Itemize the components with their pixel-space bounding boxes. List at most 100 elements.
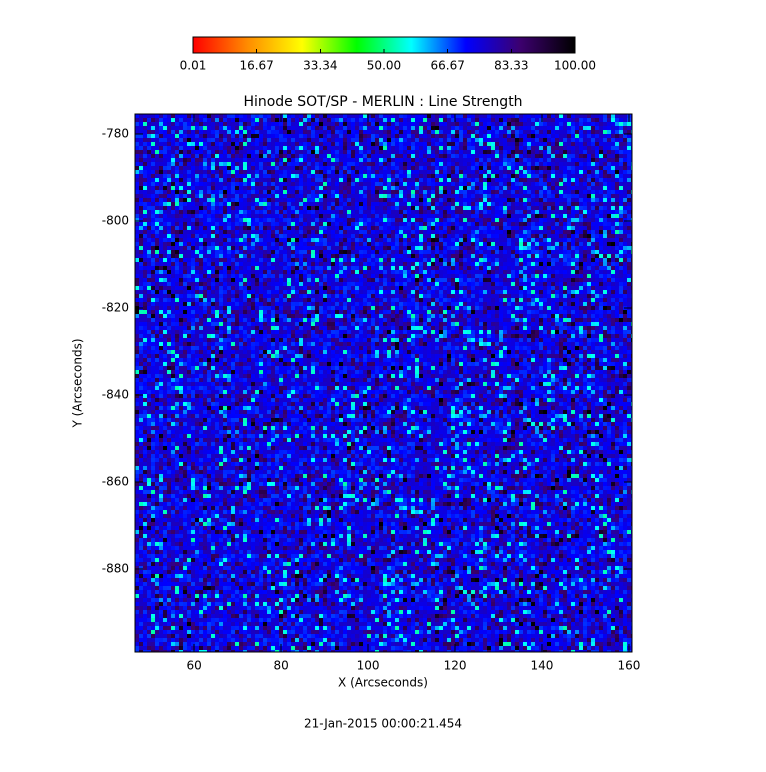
image-cell	[339, 162, 343, 166]
image-cell	[183, 214, 187, 218]
image-cell	[263, 218, 267, 222]
image-cell	[247, 194, 251, 198]
image-cell	[303, 182, 307, 186]
image-cell	[371, 242, 375, 246]
image-cell	[351, 146, 355, 150]
image-cell	[419, 126, 423, 130]
image-cell	[247, 134, 251, 138]
image-cell	[395, 218, 399, 222]
image-cell	[319, 214, 323, 218]
image-cell	[447, 226, 451, 230]
image-cell	[555, 202, 559, 206]
image-cell	[267, 210, 271, 214]
image-cell	[259, 178, 263, 182]
image-cell	[627, 146, 631, 150]
image-cell	[355, 166, 359, 170]
image-cell	[267, 218, 271, 222]
image-cell	[455, 126, 459, 130]
image-cell	[191, 186, 195, 190]
image-cell	[463, 202, 467, 206]
image-cell	[199, 222, 203, 226]
image-cell	[395, 190, 399, 194]
image-cell	[587, 114, 591, 118]
image-cell	[599, 238, 603, 242]
image-cell	[367, 154, 371, 158]
image-cell	[159, 198, 163, 202]
image-cell	[619, 174, 623, 178]
image-cell	[571, 142, 575, 146]
image-cell	[375, 194, 379, 198]
image-cell	[159, 118, 163, 122]
image-cell	[331, 162, 335, 166]
image-cell	[487, 166, 491, 170]
image-cell	[259, 234, 263, 238]
image-cell	[391, 150, 395, 154]
image-cell	[451, 194, 455, 198]
image-cell	[163, 210, 167, 214]
image-cell	[447, 122, 451, 126]
image-cell	[571, 138, 575, 142]
image-cell	[535, 114, 539, 118]
image-cell	[179, 198, 183, 202]
image-cell	[499, 206, 503, 210]
image-cell	[355, 182, 359, 186]
image-cell	[167, 130, 171, 134]
image-cell	[279, 122, 283, 126]
image-cell	[259, 186, 263, 190]
image-cell	[383, 238, 387, 242]
image-cell	[451, 238, 455, 242]
image-cell	[623, 138, 627, 142]
image-cell	[619, 166, 623, 170]
image-cell	[507, 170, 511, 174]
image-cell	[391, 210, 395, 214]
image-cell	[303, 210, 307, 214]
image-cell	[527, 126, 531, 130]
image-cell	[467, 174, 471, 178]
image-cell	[619, 238, 623, 242]
image-cell	[335, 238, 339, 242]
image-cell	[543, 158, 547, 162]
image-cell	[183, 162, 187, 166]
image-cell	[191, 130, 195, 134]
image-cell	[171, 166, 175, 170]
image-cell	[543, 198, 547, 202]
image-cell	[371, 190, 375, 194]
image-cell	[471, 154, 475, 158]
image-cell	[135, 170, 139, 174]
image-cell	[195, 238, 199, 242]
image-cell	[239, 162, 243, 166]
image-cell	[379, 122, 383, 126]
image-cell	[231, 146, 235, 150]
image-cell	[587, 198, 591, 202]
image-cell	[323, 230, 327, 234]
image-cell	[195, 234, 199, 238]
image-cell	[199, 130, 203, 134]
image-cell	[359, 126, 363, 130]
image-cell	[179, 190, 183, 194]
image-cell	[359, 226, 363, 230]
image-cell	[207, 138, 211, 142]
image-cell	[163, 198, 167, 202]
image-cell	[223, 150, 227, 154]
image-cell	[315, 206, 319, 210]
image-cell	[351, 198, 355, 202]
image-cell	[567, 174, 571, 178]
image-cell	[623, 234, 627, 238]
image-cell	[143, 234, 147, 238]
image-cell	[423, 226, 427, 230]
image-cell	[315, 158, 319, 162]
image-cell	[555, 178, 559, 182]
image-cell	[291, 158, 295, 162]
image-cell	[171, 190, 175, 194]
image-cell	[599, 166, 603, 170]
image-cell	[175, 238, 179, 242]
image-cell	[243, 222, 247, 226]
image-cell	[287, 210, 291, 214]
image-cell	[263, 174, 267, 178]
image-cell	[451, 170, 455, 174]
image-cell	[579, 234, 583, 238]
image-cell	[275, 206, 279, 210]
image-cell	[627, 162, 631, 166]
image-cell	[611, 190, 615, 194]
image-cell	[203, 190, 207, 194]
